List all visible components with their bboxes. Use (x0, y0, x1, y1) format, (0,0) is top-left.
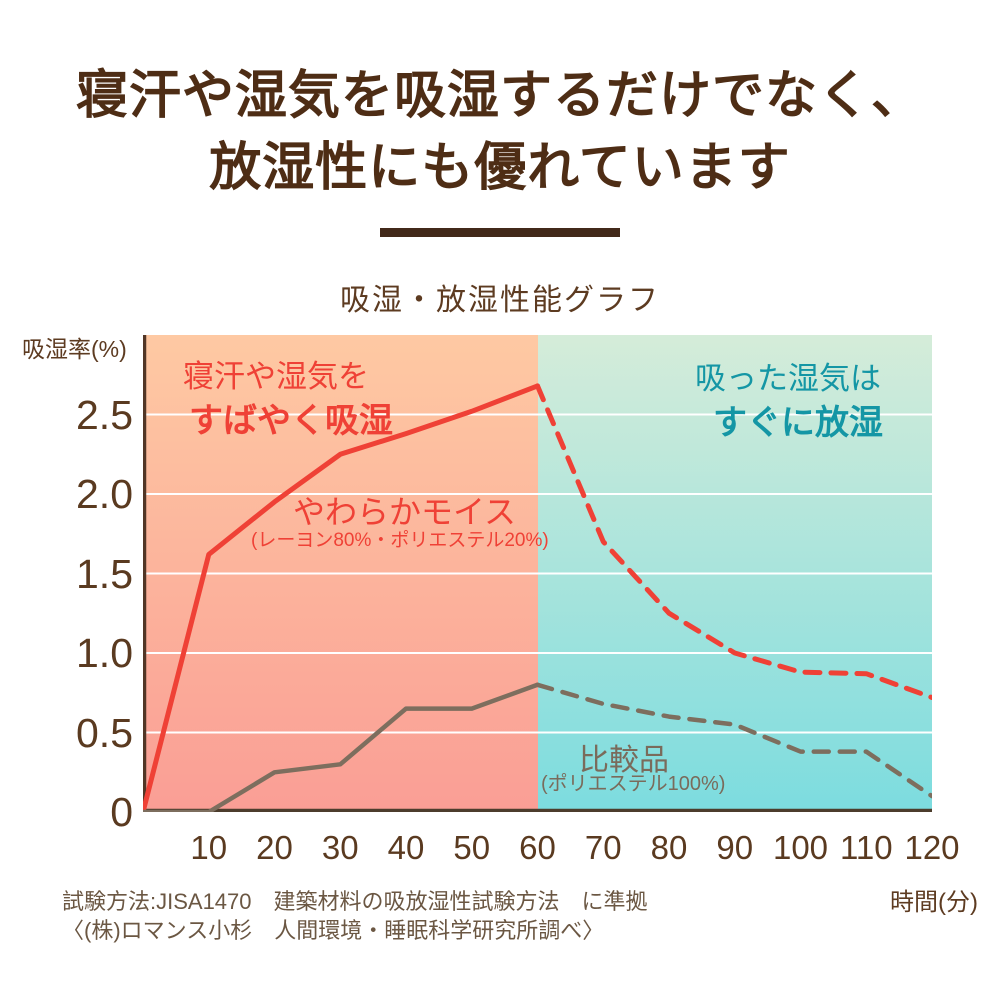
x-tick-label-100: 100 (772, 829, 829, 866)
y-tick-label-0.5: 0.5 (76, 709, 133, 756)
x-tick-label-40: 40 (387, 829, 425, 866)
title-divider (380, 228, 620, 237)
plot-svg (143, 335, 932, 812)
y-tick-label-2.0: 2.0 (76, 471, 133, 517)
y-tick-label-2.5: 2.5 (76, 391, 133, 438)
series-moist-release (535, 383, 932, 700)
y-axis-ticks: 0 0.5 1.0 1.5 2.0 2.5 (0, 335, 135, 836)
plot-area: 寝汗や湿気を すばやく吸湿 やわらかモイス (レーヨン80%・ポリエステル20%… (143, 335, 932, 812)
release-label-line2: すぐに放湿 (713, 404, 883, 442)
x-axis-title: 時間(分) (890, 889, 978, 916)
y-tick-label-1.5: 1.5 (76, 550, 133, 597)
x-tick-label-70: 70 (584, 829, 622, 866)
x-tick-label-110: 110 (839, 829, 893, 866)
x-tick-label-20: 20 (256, 829, 293, 866)
series-comp-absorb (143, 682, 540, 812)
x-tick-label-80: 80 (650, 829, 688, 866)
x-tick-label-90: 90 (716, 829, 754, 866)
x-tick-label-60: 60 (519, 829, 556, 866)
comparison-spec-label: (ポリエステル100%) (541, 773, 726, 795)
y-tick-label-1.0: 1.0 (76, 630, 133, 676)
x-tick-label-10: 10 (190, 829, 228, 866)
product-name-label: やわらかモイス (293, 494, 517, 530)
footer-source: 〈(株)ロマンス小杉 人間環境・睡眠科学研究所調べ〉 (62, 918, 605, 943)
x-tick-label-30: 30 (321, 829, 359, 866)
y-axis-title: 吸湿率(%) (22, 336, 127, 362)
product-spec-label: (レーヨン80%・ポリエステル20%) (251, 530, 549, 551)
absorb-label-line2: すばやく吸湿 (189, 402, 393, 440)
y-tick-label-0: 0 (110, 789, 133, 835)
x-tick-label-50: 50 (453, 829, 491, 866)
footer-test-method: 試験方法:JISA1470 建築材料の吸放湿性試験方法 に準拠 (62, 889, 648, 914)
page-title-line2: 放湿性にも優れています (209, 139, 791, 197)
x-axis-ticks: 10 20 30 40 50 60 70 80 90 100 110 120 (143, 829, 959, 870)
absorb-label-line1: 寝汗や湿気を (183, 359, 369, 394)
x-tick-label-120: 120 (904, 829, 960, 866)
series-comp-release (535, 682, 932, 799)
page-title: 寝汗や湿気を吸湿するだけでなく、 放湿性にも優れています (0, 60, 1000, 204)
comparison-name-label: 比較品 (579, 744, 669, 777)
release-label-line1: 吸った湿気は (695, 361, 881, 396)
chart-title: 吸湿・放湿性能グラフ (340, 284, 660, 317)
series-moist-absorb (143, 383, 540, 812)
page-title-line1: 寝汗や湿気を吸湿するだけでなく、 (75, 67, 924, 125)
